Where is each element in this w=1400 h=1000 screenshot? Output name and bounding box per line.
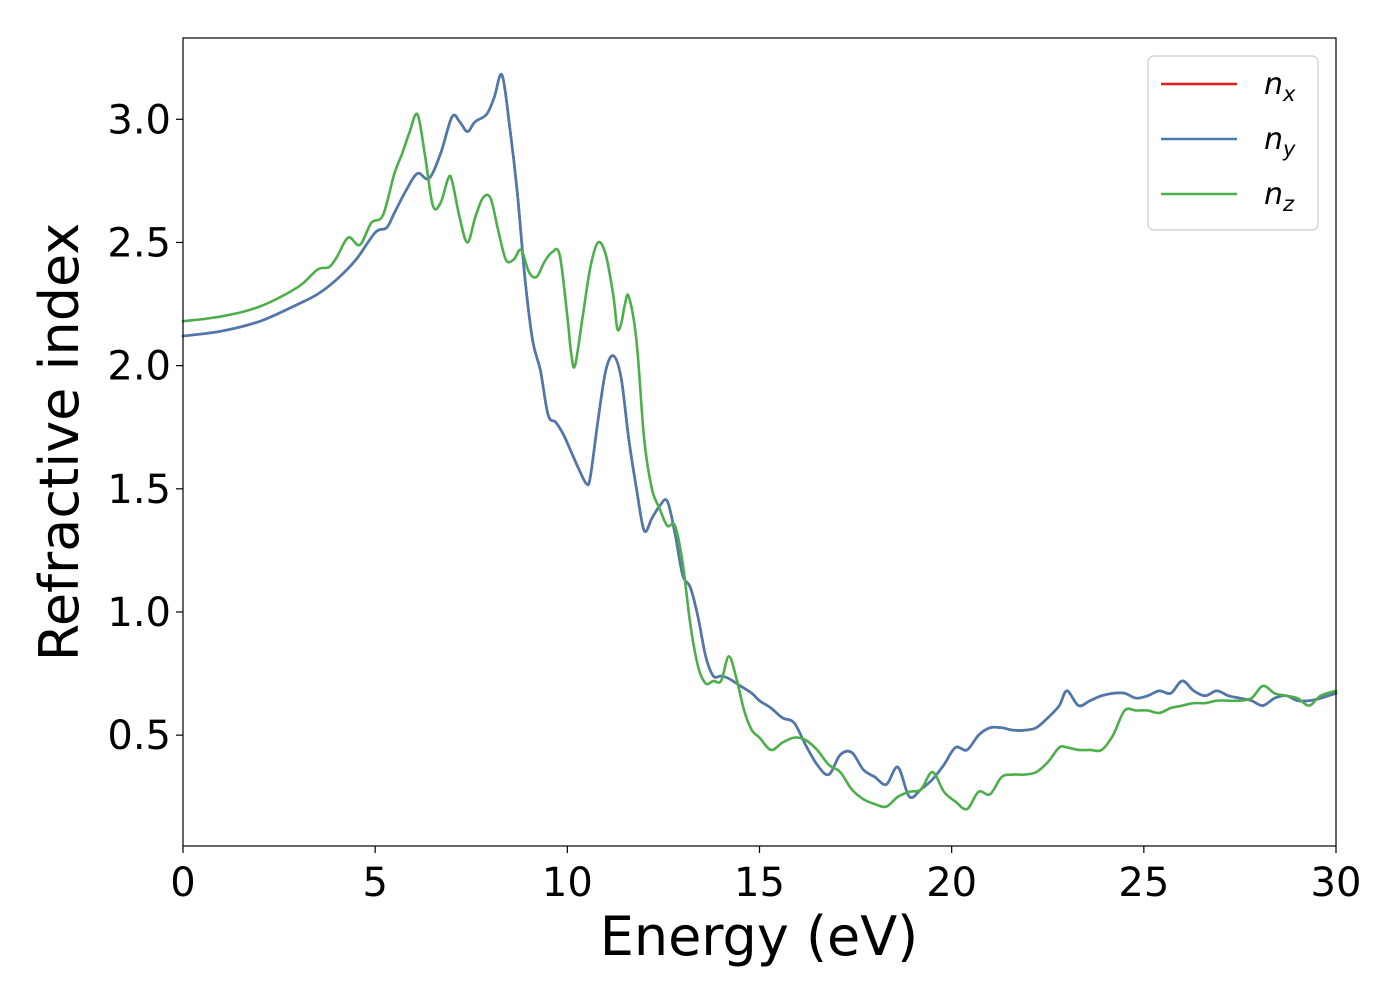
legend-label-subscript: x	[1282, 82, 1296, 106]
series-line-nz	[181, 112, 1338, 811]
legend-label-subscript: z	[1282, 192, 1295, 216]
series-layer	[181, 72, 1338, 811]
legend-label-subscript: y	[1282, 137, 1296, 161]
y-tick-label: 2.0	[107, 344, 171, 390]
y-tick-label: 1.0	[107, 590, 171, 636]
x-tick-label: 20	[926, 860, 977, 906]
legend-label-base: n	[1264, 122, 1283, 157]
y-tick-label: 2.5	[107, 220, 171, 266]
legend-label-nx: nx	[1264, 67, 1296, 106]
series-line-ny	[181, 72, 1338, 799]
legend-label-base: n	[1264, 177, 1283, 212]
x-tick-label: 15	[734, 860, 785, 906]
y-tick-label: 3.0	[107, 97, 171, 143]
legend-label-nz: nz	[1264, 177, 1295, 216]
x-tick-label: 10	[542, 860, 593, 906]
y-axis-title: Refractive index	[28, 223, 91, 662]
x-axis-ticks: 0 5 10 15 20 25 30	[170, 846, 1361, 906]
x-tick-label: 0	[170, 860, 195, 906]
x-tick-label: 25	[1118, 860, 1169, 906]
legend-label-base: n	[1264, 67, 1283, 102]
y-tick-label: 0.5	[107, 713, 171, 759]
legend-label-ny: ny	[1264, 122, 1296, 161]
x-tick-label: 30	[1311, 860, 1362, 906]
x-tick-label: 5	[362, 860, 387, 906]
x-axis-title: Energy (eV)	[600, 905, 919, 968]
y-tick-label: 1.5	[107, 467, 171, 513]
legend-box	[1147, 55, 1319, 231]
y-axis-ticks: 0.5 1.0 1.5 2.0 2.5 3.0	[107, 97, 183, 759]
